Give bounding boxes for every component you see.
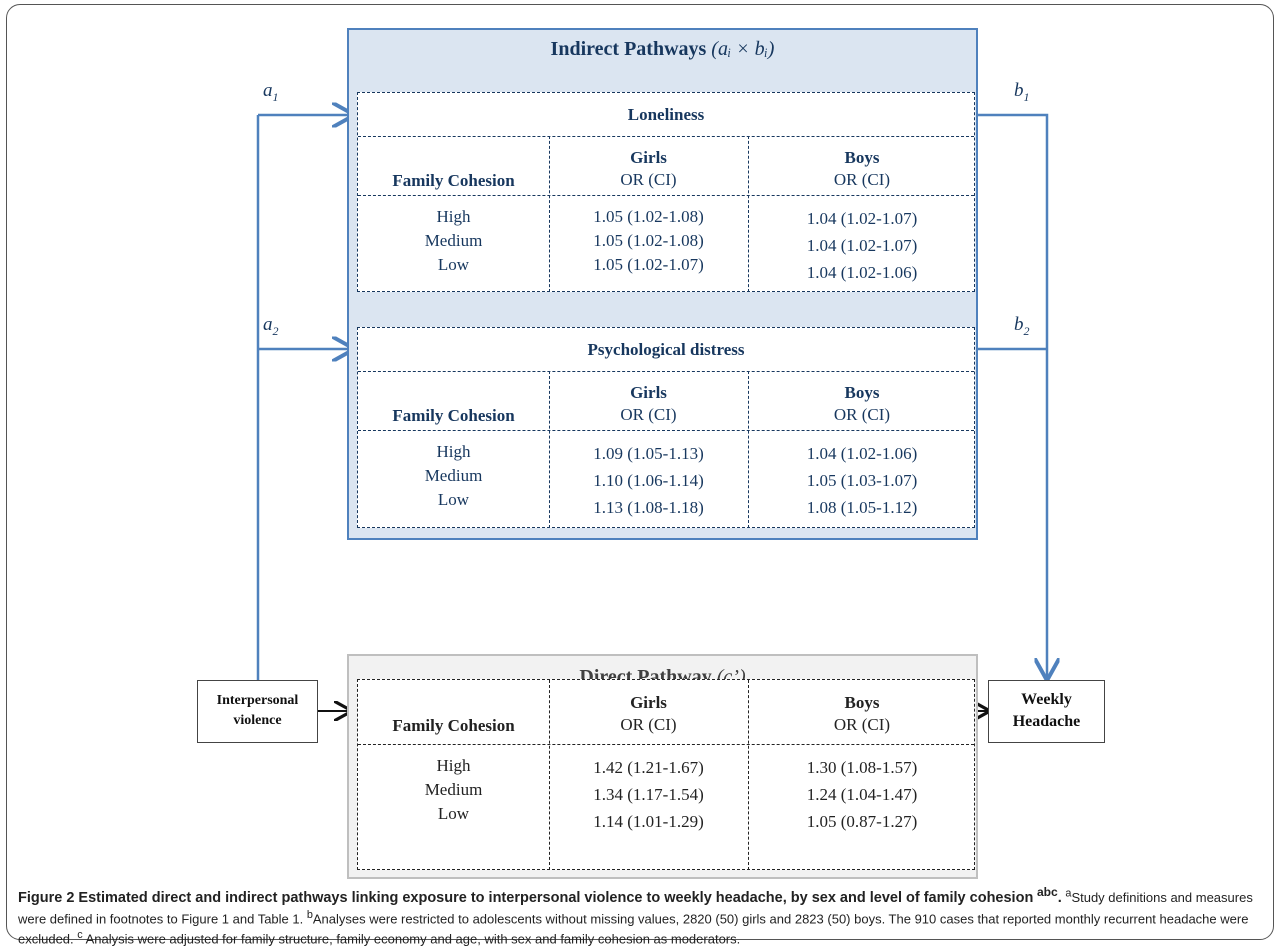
figure-frame: [6, 4, 1274, 940]
table-row: Low: [437, 804, 470, 823]
label-b2: b2: [1014, 314, 1030, 338]
table-row: Low: [437, 255, 470, 274]
mediator-name: Psychological distress: [358, 328, 974, 372]
boys-values: 1.04 (1.02-1.07) 1.04 (1.02-1.07) 1.04 (…: [806, 209, 918, 282]
psychological-distress-table: Psychological distress Family Cohesion G…: [357, 327, 975, 528]
levels-cell: High Medium Low: [358, 205, 549, 277]
table-row: Medium: [424, 466, 483, 485]
table-row: High: [436, 442, 471, 461]
boys-header: Boys OR (CI): [833, 148, 891, 189]
label-a2: a2: [263, 314, 279, 338]
label-b1: b1: [1014, 80, 1030, 104]
family-cohesion-header: Family Cohesion: [392, 406, 515, 425]
table-row: High: [436, 207, 471, 226]
girls-values: 1.05 (1.02-1.08) 1.05 (1.02-1.08) 1.05 (…: [593, 207, 704, 274]
levels-cell: High Medium Low: [358, 440, 549, 512]
table-row: Low: [437, 490, 470, 509]
table-row: Medium: [424, 231, 483, 250]
table-row: Medium: [424, 780, 483, 799]
girls-header: Girls OR (CI): [620, 693, 677, 734]
label-a1: a1: [263, 80, 279, 104]
girls-values: 1.42 (1.21-1.67) 1.34 (1.17-1.54) 1.14 (…: [593, 758, 704, 831]
table-row: High: [436, 756, 471, 775]
levels-cell: High Medium Low: [358, 754, 549, 826]
loneliness-table: Loneliness Family Cohesion Girls OR (CI) …: [357, 92, 975, 292]
boys-header: Boys OR (CI): [833, 383, 891, 424]
path-b1-line: [946, 113, 1049, 349]
girls-header: Girls OR (CI): [620, 383, 677, 424]
direct-table: Family Cohesion Girls OR (CI) Boys OR (CI)…: [357, 679, 975, 870]
outcome-box: Weekly Headache: [988, 680, 1105, 743]
family-cohesion-header: Family Cohesion: [392, 716, 515, 735]
boys-values: 1.04 (1.02-1.06) 1.05 (1.03-1.07) 1.08 (…: [806, 444, 918, 517]
figure-caption: Figure 2 Estimated direct and indirect p…: [18, 885, 1253, 947]
exposure-box: Interpersonal violence: [197, 680, 318, 743]
girls-values: 1.09 (1.05-1.13) 1.10 (1.06-1.14) 1.13 (…: [593, 444, 704, 517]
boys-values: 1.30 (1.08-1.57) 1.24 (1.04-1.47) 1.05 (…: [806, 758, 918, 831]
family-cohesion-header: Family Cohesion: [392, 171, 515, 190]
indirect-title: Indirect Pathways (aᵢ × bᵢ): [550, 38, 775, 60]
girls-header: Girls OR (CI): [620, 148, 677, 189]
boys-header: Boys OR (CI): [833, 693, 891, 734]
mediator-name: Loneliness: [358, 93, 974, 137]
